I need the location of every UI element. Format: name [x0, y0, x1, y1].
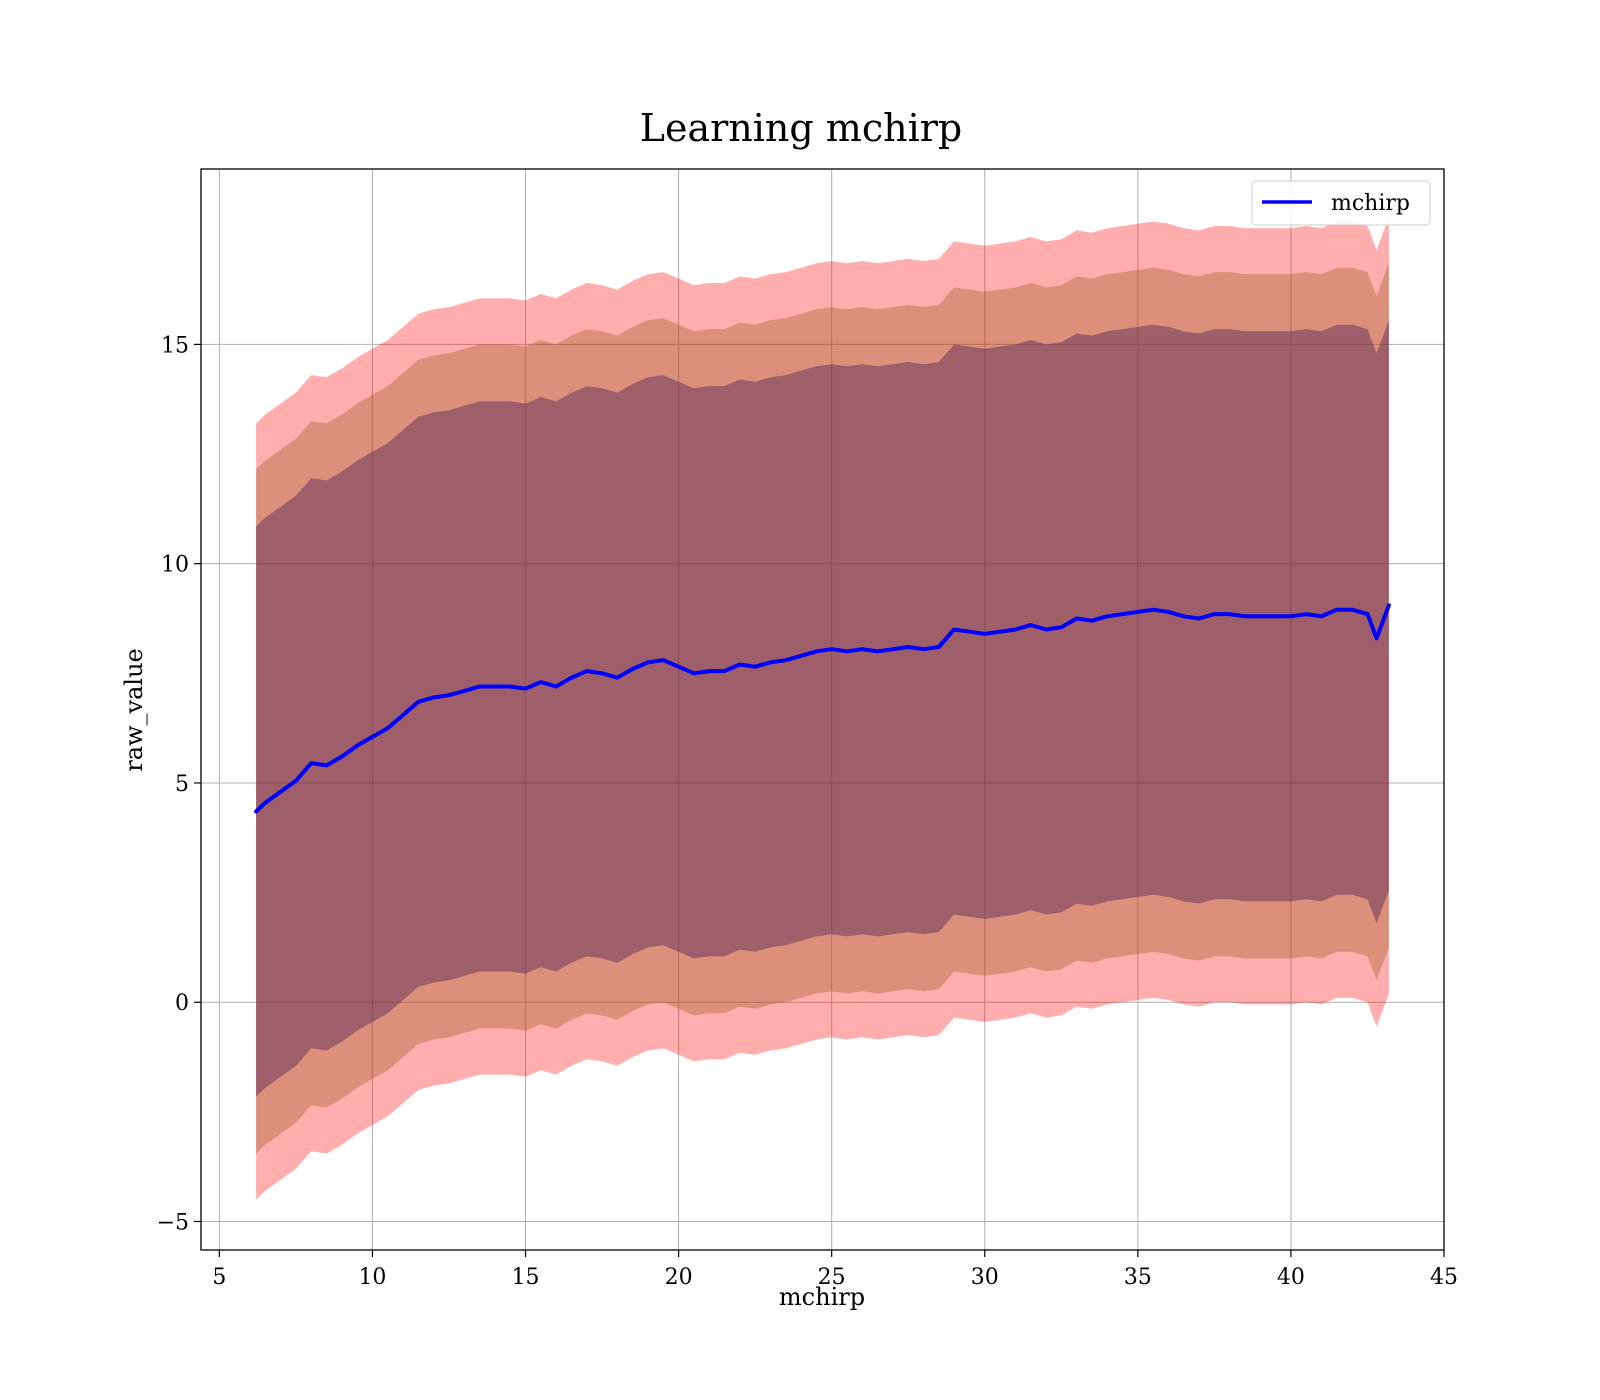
x-tick-label: 10 [358, 1265, 386, 1290]
x-tick-label: 45 [1430, 1265, 1458, 1290]
x-tick-label: 20 [665, 1265, 693, 1290]
y-tick-label: 10 [161, 553, 189, 578]
x-tick-label: 35 [1124, 1265, 1152, 1290]
band-1-sigma [256, 320, 1389, 1097]
y-tick-label: 15 [161, 333, 189, 358]
legend-box [1251, 180, 1431, 226]
chart-title: Learning mchirp [640, 106, 962, 150]
x-tick-label: 25 [818, 1265, 846, 1290]
y-tick-label: −5 [157, 1210, 189, 1235]
legend: mchirp [1251, 180, 1431, 226]
band-3-sigma [256, 217, 1389, 1200]
x-tick-label: 5 [212, 1265, 226, 1290]
series-line-mchirp [254, 603, 1391, 814]
axis-ticks: 5 10 15 20 25 30 35 40 45 −5 0 5 10 15 [157, 333, 1458, 1290]
legend-label-mchirp: mchirp [1331, 191, 1410, 216]
y-tick-label: 5 [175, 772, 189, 797]
confidence-bands [256, 217, 1389, 1200]
band-2-sigma [256, 263, 1389, 1154]
plot-frame [200, 168, 1445, 1251]
x-tick-label: 30 [971, 1265, 999, 1290]
series-lines [254, 603, 1391, 814]
y-axis-title: raw_value [120, 648, 148, 772]
x-tick-label: 40 [1277, 1265, 1305, 1290]
x-tick-label: 15 [512, 1265, 540, 1290]
grid-lines [201, 169, 1445, 1250]
y-tick-label: 0 [175, 991, 189, 1016]
x-axis-title: mchirp [779, 1283, 865, 1311]
